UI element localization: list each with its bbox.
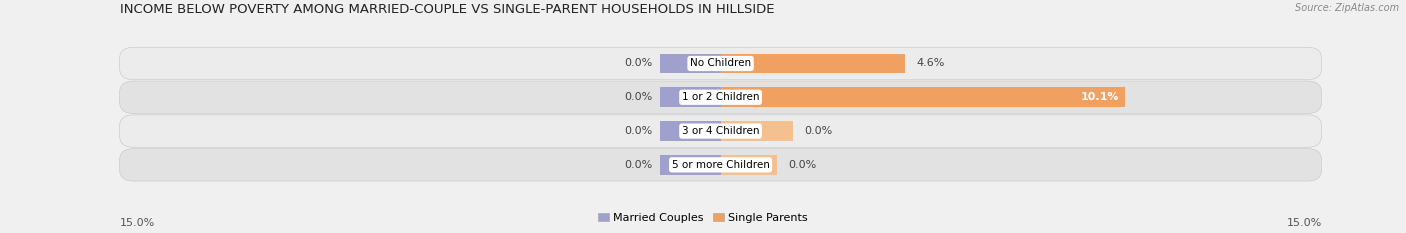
Text: 0.0%: 0.0% [789,160,817,170]
Text: 15.0%: 15.0% [1286,218,1322,228]
Legend: Married Couples, Single Parents: Married Couples, Single Parents [593,209,813,227]
Text: 15.0%: 15.0% [120,218,155,228]
FancyBboxPatch shape [120,149,1322,181]
Text: 0.0%: 0.0% [624,160,652,170]
Text: 0.0%: 0.0% [624,92,652,102]
Text: 0.0%: 0.0% [624,126,652,136]
Text: INCOME BELOW POVERTY AMONG MARRIED-COUPLE VS SINGLE-PARENT HOUSEHOLDS IN HILLSID: INCOME BELOW POVERTY AMONG MARRIED-COUPL… [120,3,775,17]
Text: 10.1%: 10.1% [1081,92,1119,102]
Bar [661,87,720,107]
FancyBboxPatch shape [120,47,1322,80]
Text: 5 or more Children: 5 or more Children [672,160,769,170]
Text: Source: ZipAtlas.com: Source: ZipAtlas.com [1295,3,1399,14]
Text: No Children: No Children [690,58,751,69]
Bar [720,87,1125,107]
Text: 3 or 4 Children: 3 or 4 Children [682,126,759,136]
Text: 4.6%: 4.6% [917,58,945,69]
Text: 0.0%: 0.0% [804,126,832,136]
Bar [720,54,905,73]
Text: 1 or 2 Children: 1 or 2 Children [682,92,759,102]
FancyBboxPatch shape [120,115,1322,147]
Bar [720,155,776,175]
Bar [661,155,720,175]
Bar [720,121,793,141]
FancyBboxPatch shape [120,81,1322,113]
Text: 0.0%: 0.0% [624,58,652,69]
Bar [661,54,720,73]
Bar [661,121,720,141]
